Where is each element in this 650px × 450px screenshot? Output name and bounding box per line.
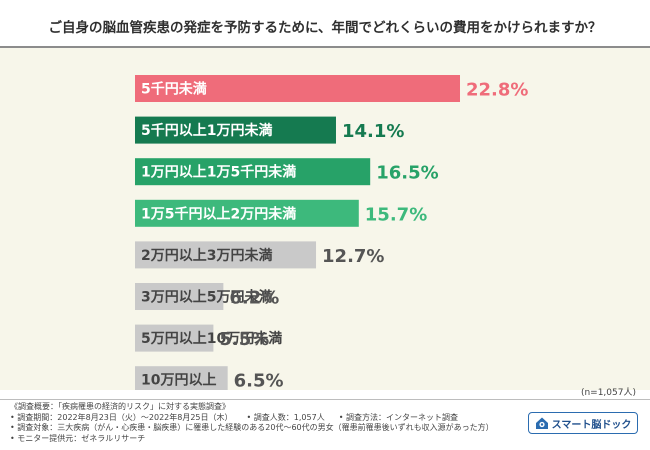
- bar-label-6: 3万円以上5万円未満: [141, 289, 272, 306]
- survey-meta-row: • 調査期間：2022年8月23日（火）〜2022年8月25日（木） • 調査人数…: [10, 413, 494, 424]
- survey-overview: 《調査概要：「疾病罹患の経済的リスク」に対する実態調査》: [10, 402, 230, 411]
- value-label-1: 22.8%: [466, 80, 528, 101]
- bar-3: [135, 158, 371, 186]
- survey-notes: 《調査概要：「疾病罹患の経済的リスク」に対する実態調査》 • 調査期間：2022…: [10, 402, 494, 444]
- title-divider: [0, 46, 650, 48]
- brand-logo: スマート脳ドック: [528, 412, 638, 434]
- value-label-6: 6.2%: [229, 288, 279, 309]
- bar-label-1: 5千円未満: [141, 81, 207, 98]
- brand-name: スマート脳ドック: [551, 419, 632, 431]
- sample-size-note: (n=1,057人): [580, 388, 636, 398]
- bar-5: [135, 241, 317, 269]
- bar-label-4: 1万5千円以上2万円未満: [141, 205, 296, 222]
- bar-4: [135, 199, 359, 227]
- survey-period: • 調査期間：2022年8月23日（火）〜2022年8月25日（木）: [10, 412, 233, 422]
- chart-title: ご自身の脳血管疾患の発症を予防するために、年間でどれくらいの費用をかけられますか…: [48, 20, 602, 36]
- value-label-7: 5.5%: [219, 329, 269, 350]
- bar-8: [135, 366, 228, 390]
- survey-respondents: • 調査人数：1,057人: [246, 412, 325, 422]
- bar-6: [135, 283, 224, 310]
- survey-target: • 調査対象：三大疾病（がん・心疾患・脳疾患）に罹患した経験のある20代〜60代…: [10, 423, 494, 433]
- bar-2: [135, 116, 336, 144]
- survey-method: • 調査方法：インターネット調査: [338, 412, 458, 422]
- survey-provider: • モニター提供元：ゼネラルリサーチ: [10, 433, 146, 443]
- bar-label-5: 2万円以上3万円未満: [141, 247, 272, 264]
- value-label-8: 6.5%: [234, 371, 284, 390]
- house-brain-icon: [535, 417, 548, 429]
- bar-label-7: 5万円以上10万円未満: [141, 330, 282, 347]
- bar-chart: 5千円未満 22.8% 5千円以上1万円未満 14.1% 1万円以上1万5千円未満 16.…: [135, 75, 528, 390]
- bar-label-2: 5千円以上1万円未満: [141, 122, 272, 139]
- bar-1: [135, 75, 460, 102]
- value-label-5: 12.7%: [322, 246, 384, 267]
- value-label-4: 15.7%: [365, 204, 427, 225]
- bar-label-8: 10万円以上: [141, 373, 216, 389]
- value-label-2: 14.1%: [342, 121, 404, 142]
- bar-7: [135, 324, 214, 352]
- value-label-3: 16.5%: [376, 163, 438, 184]
- bar-label-3: 1万円以上1万5千円未満: [141, 164, 296, 181]
- footer-divider: [0, 399, 650, 400]
